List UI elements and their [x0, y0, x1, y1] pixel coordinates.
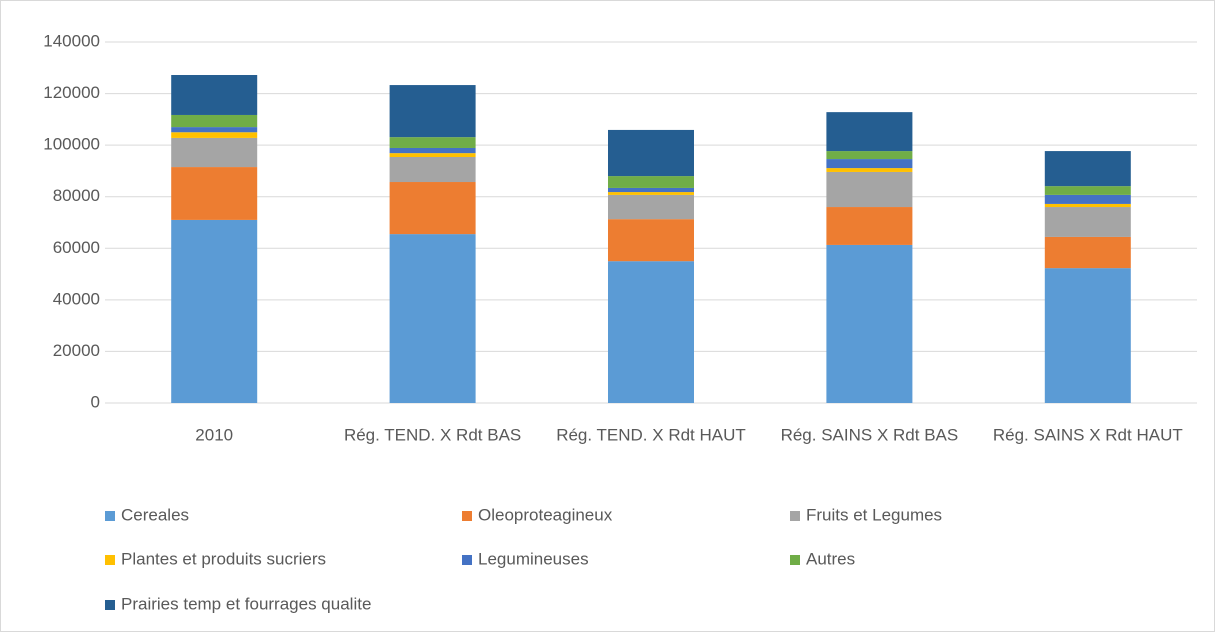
legend-label: Fruits et Legumes	[806, 505, 942, 524]
bar-segment	[171, 114, 258, 128]
bar-segment	[1044, 268, 1131, 403]
legend-swatch	[105, 555, 115, 565]
x-tick-label: 2010	[195, 425, 233, 444]
bar-segment	[171, 75, 258, 115]
x-tick-label: Rég. SAINS X Rdt HAUT	[993, 425, 1183, 444]
bar-segment	[1044, 203, 1131, 208]
y-tick-label: 80000	[53, 186, 100, 205]
bar-segment	[826, 159, 913, 169]
bar-segment	[826, 151, 913, 160]
legend-swatch	[462, 555, 472, 565]
y-tick-label: 20000	[53, 341, 100, 360]
legend-swatch	[462, 511, 472, 521]
y-tick-label: 140000	[43, 31, 100, 50]
y-tick-label: 60000	[53, 238, 100, 257]
bar-segment	[826, 244, 913, 403]
legend-swatch	[105, 600, 115, 610]
legend-label: Legumineuses	[478, 549, 589, 568]
bar-segment	[826, 207, 913, 245]
bar-segment	[389, 85, 476, 138]
x-tick-label: Rég. TEND. X Rdt BAS	[344, 425, 521, 444]
y-tick-label: 40000	[53, 289, 100, 308]
bar-segment	[826, 171, 913, 208]
bar-segment	[1044, 194, 1131, 204]
bar-segment	[608, 187, 694, 193]
bar-segment	[389, 157, 476, 183]
bar-segment	[171, 137, 258, 168]
legend-label: Cereales	[121, 505, 189, 524]
legend-swatch	[790, 555, 800, 565]
bar-segment	[389, 153, 476, 158]
bar-segment	[389, 137, 476, 148]
bar-segment	[171, 127, 258, 133]
legend-label: Prairies temp et fourrages qualite	[121, 594, 371, 613]
bar-segment	[1044, 151, 1131, 187]
legend-label: Autres	[806, 549, 855, 568]
bar-segment	[1044, 207, 1131, 237]
x-tick-label: Rég. SAINS X Rdt BAS	[781, 425, 959, 444]
y-tick-label: 120000	[43, 83, 100, 102]
bar-segment	[171, 132, 258, 138]
bar-segment	[826, 112, 913, 152]
legend-label: Plantes et produits sucriers	[121, 549, 326, 568]
bar-segment	[1044, 186, 1131, 195]
bar-segment	[608, 219, 694, 262]
bar-segment	[826, 168, 913, 172]
bar-segment	[389, 182, 476, 235]
bar-segment	[608, 192, 694, 195]
legend-swatch	[105, 511, 115, 521]
y-tick-label: 100000	[43, 135, 100, 154]
bar-segment	[389, 234, 476, 403]
bar-segment	[608, 129, 694, 177]
bar-segment	[608, 194, 694, 220]
bar-segment	[171, 167, 258, 220]
y-tick-label: 0	[91, 392, 100, 411]
x-tick-label: Rég. TEND. X Rdt HAUT	[556, 425, 746, 444]
bar-segment	[389, 147, 476, 154]
bar-segment	[171, 219, 258, 403]
legend-swatch	[790, 511, 800, 521]
legend-label: Oleoproteagineux	[478, 505, 613, 524]
bar-segment	[1044, 236, 1131, 269]
bar-segment	[608, 261, 694, 403]
bar-segment	[608, 176, 694, 188]
